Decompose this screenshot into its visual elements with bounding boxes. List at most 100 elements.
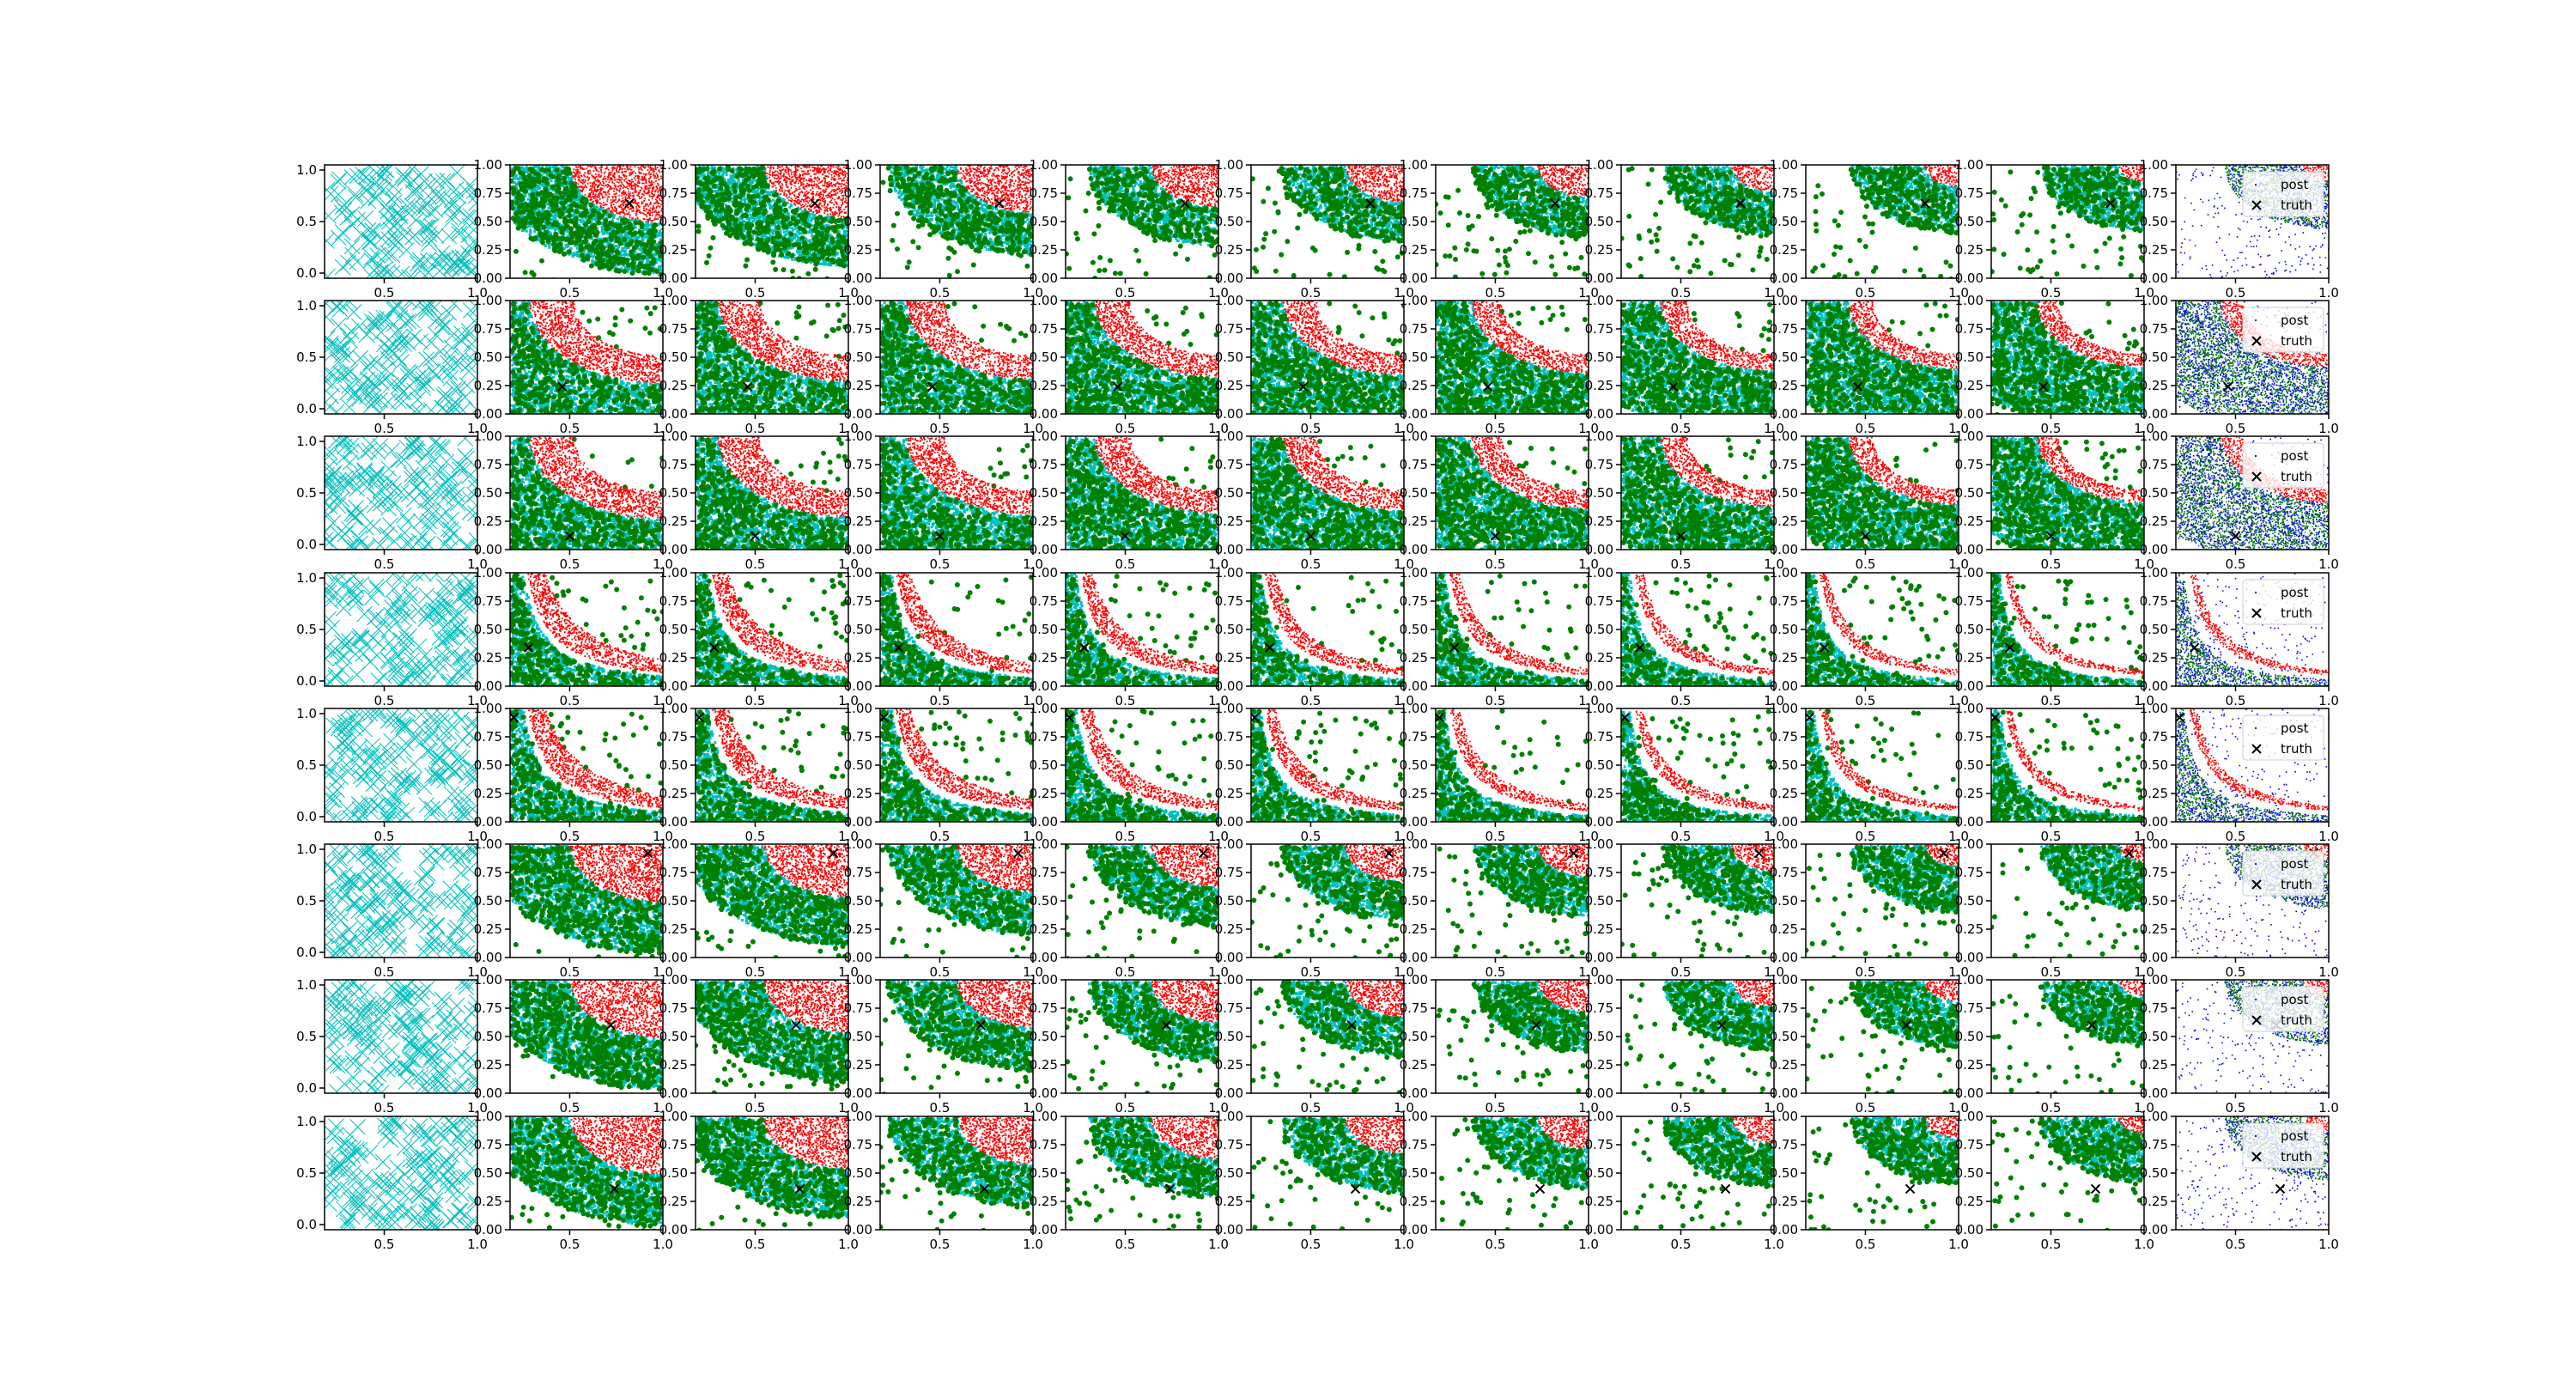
tick-label: 0.00: [844, 814, 872, 830]
tick-label: 0.5: [296, 757, 317, 773]
tick-label: 1.00: [1955, 293, 1984, 308]
sample-marker: [374, 1171, 389, 1187]
tick-label: 0.5: [1301, 964, 1321, 980]
tick-label: 0.50: [1585, 622, 1613, 637]
sample-marker: [451, 749, 466, 764]
sample-marker: [420, 1176, 435, 1192]
subplot-r1-c5: 0.5 1.00.000.250.500.751.00: [1030, 157, 1229, 301]
subplot-r5-c5: 0.5 1.00.000.250.500.751.00: [1030, 701, 1229, 844]
subplot-r3-c10: 0.5 1.00.000.250.500.751.00: [1955, 429, 2154, 572]
tick-label: 0.50: [474, 757, 502, 773]
sample-marker: [398, 736, 414, 751]
tick-label: 1.00: [1585, 429, 1613, 444]
tick-label: 0.5: [1485, 829, 1506, 844]
sample-marker: [428, 465, 444, 481]
tick-label: 0.5: [1115, 964, 1136, 980]
sample-marker: [445, 270, 460, 285]
tick-label: 0.5: [2041, 964, 2062, 980]
tick-label: 0.00: [474, 542, 502, 557]
tick-label: 0.75: [659, 593, 688, 609]
tick-label: 0.50: [1215, 1029, 1243, 1044]
subplot-r5-c4: 0.5 1.00.000.250.500.751.00: [844, 701, 1043, 844]
sample-marker: [325, 1034, 340, 1049]
tick-label: 0.5: [1671, 421, 1692, 436]
tick-label: 0.5: [2226, 1100, 2246, 1116]
sample-marker: [447, 764, 462, 780]
sample-marker: [454, 884, 470, 899]
sample-marker: [383, 998, 398, 1013]
tick-label: 0.5: [1301, 1237, 1321, 1252]
sample-marker: [355, 167, 370, 182]
tick-label: 0.0: [296, 809, 317, 824]
sample-marker: [367, 853, 382, 868]
tick-label: 0.5: [374, 421, 395, 436]
tick-label: 0.50: [474, 622, 502, 637]
sample-marker: [346, 304, 361, 319]
tick-label: 0.25: [844, 650, 872, 666]
tick-label: 0.50: [659, 893, 688, 909]
subplot-r4-c4: 0.5 1.00.000.250.500.751.00: [844, 565, 1043, 708]
sample-marker: [343, 1192, 358, 1207]
sample-marker: [447, 1209, 463, 1225]
sample-marker: [456, 847, 471, 862]
legend-truth-label: truth: [2281, 469, 2312, 484]
plot-area: [693, 165, 851, 282]
plot-area: [1433, 708, 1591, 827]
sample-marker: [319, 182, 335, 198]
sample-marker: [358, 520, 374, 535]
sample-marker: [318, 651, 333, 666]
sample-marker: [348, 186, 363, 202]
subplot-r2-c3: 0.5 1.00.000.250.500.751.00: [659, 293, 859, 436]
plot-area: [318, 565, 485, 693]
tick-label: 0.75: [1585, 1000, 1613, 1016]
sample-marker: [337, 676, 353, 691]
tick-label: 0.50: [844, 757, 872, 773]
plot-area: [1803, 573, 1960, 691]
tick-label: 0.00: [1215, 814, 1243, 830]
tick-label: 0.50: [1955, 1029, 1984, 1044]
sample-marker: [435, 837, 451, 853]
tick-label: 0.50: [1770, 485, 1798, 501]
tick-label: 0.25: [1400, 1057, 1428, 1073]
subplot-r6-c7: 0.5 1.00.000.250.500.751.00: [1400, 836, 1599, 980]
tick-label: 0.5: [2226, 1237, 2246, 1252]
subplot-r6-c3: 0.5 1.00.000.250.500.751.00: [659, 836, 859, 980]
tick-label: 0.25: [1400, 921, 1428, 937]
sample-marker: [379, 345, 394, 361]
tick-label: 1.0: [2318, 829, 2339, 844]
tick-label: 1.00: [1955, 1109, 1984, 1124]
tick-label: 0.75: [659, 865, 688, 880]
sample-marker: [436, 579, 452, 594]
sample-marker: [329, 490, 344, 506]
tick-label: 0.50: [659, 214, 688, 229]
tick-label: 1.00: [474, 1109, 502, 1124]
tick-label: 0.00: [844, 271, 872, 286]
tick-label: 0.25: [659, 921, 688, 937]
tick-label: 0.00: [1400, 1222, 1428, 1237]
sample-marker: [339, 476, 355, 491]
subplot-r5-c10: 0.5 1.00.000.250.500.751.00: [1955, 701, 2154, 844]
plot-area: [1990, 1116, 2147, 1234]
tick-label: 0.25: [844, 378, 872, 393]
tick-label: 0.50: [474, 1029, 502, 1044]
tick-label: 0.75: [1955, 865, 1984, 880]
tick-label: 0.00: [2140, 542, 2168, 557]
sample-marker: [421, 519, 436, 534]
tick-label: 1.00: [659, 293, 688, 308]
tick-label: 1.00: [1585, 565, 1613, 581]
tick-label: 0.25: [1030, 514, 1058, 529]
sample-marker: [331, 318, 346, 333]
tick-label: 0.25: [1215, 921, 1243, 937]
tick-label: 0.5: [930, 421, 951, 436]
tick-label: 0.25: [474, 921, 502, 937]
plot-area: [1989, 844, 2147, 963]
sample-marker: [390, 647, 405, 663]
sample-marker: [403, 586, 418, 601]
sample-marker: [444, 718, 459, 733]
tick-label: 0.5: [1485, 1237, 1506, 1252]
sample-marker: [455, 733, 471, 748]
tick-label: 0.50: [2140, 485, 2168, 501]
tick-label: 0.25: [1955, 650, 1984, 666]
tick-label: 0.5: [1485, 1100, 1506, 1116]
subplot-r7-c6: 0.5 1.00.000.250.500.751.00: [1215, 972, 1414, 1116]
